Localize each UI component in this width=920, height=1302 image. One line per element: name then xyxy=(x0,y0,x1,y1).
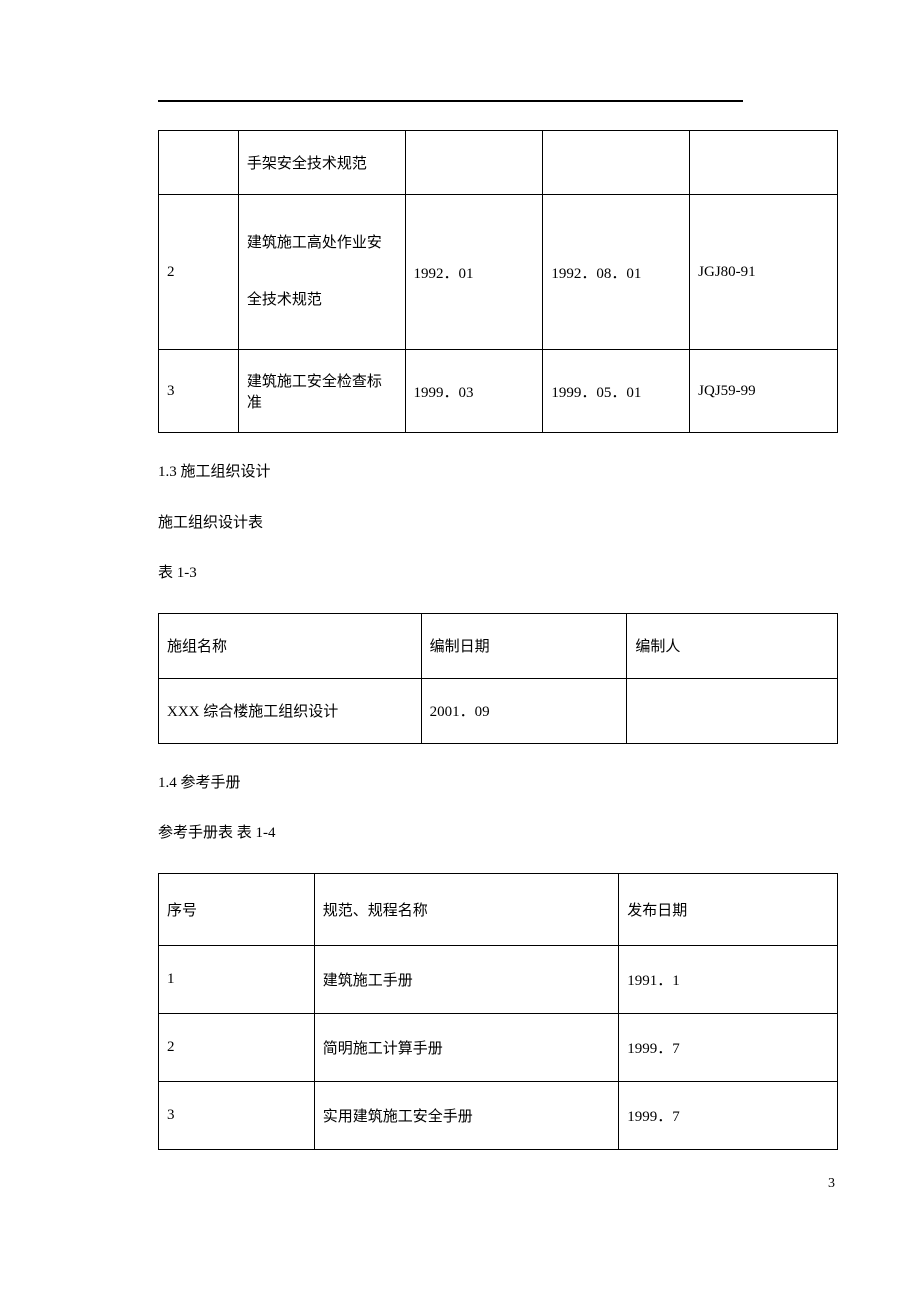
cell: 建筑施工手册 xyxy=(314,945,619,1013)
cell: 1999．7 xyxy=(619,1013,838,1081)
cell xyxy=(159,131,239,195)
table-row: 序号 规范、规程名称 发布日期 xyxy=(159,873,838,945)
cell: 建筑施工安全检查标准 xyxy=(238,350,405,433)
table-1-4-caption: 参考手册表 表 1-4 xyxy=(158,822,838,845)
cell: 发布日期 xyxy=(619,873,838,945)
section-1-3-subtitle: 施工组织设计表 xyxy=(158,512,838,535)
cell xyxy=(627,678,838,743)
cell: 2 xyxy=(159,195,239,350)
section-1-4-title: 1.4 参考手册 xyxy=(158,772,838,795)
table-row: 施组名称 编制日期 编制人 xyxy=(159,613,838,678)
cell: JQJ59-99 xyxy=(690,350,838,433)
table-row: 手架安全技术规范 xyxy=(159,131,838,195)
table-row: 3 实用建筑施工安全手册 1999．7 xyxy=(159,1081,838,1149)
cell: 1999．7 xyxy=(619,1081,838,1149)
page-number: 3 xyxy=(828,1176,835,1192)
table-1-3-caption: 表 1-3 xyxy=(158,562,838,585)
section-1-3-title: 1.3 施工组织设计 xyxy=(158,461,838,484)
top-horizontal-rule xyxy=(158,100,743,102)
cell: 简明施工计算手册 xyxy=(314,1013,619,1081)
cell: 1999．03 xyxy=(405,350,543,433)
cell: 手架安全技术规范 xyxy=(238,131,405,195)
table-row: 2 建筑施工高处作业安全技术规范 1992．01 1992．08．01 JGJ8… xyxy=(159,195,838,350)
cell: XXX 综合楼施工组织设计 xyxy=(159,678,422,743)
cell: 1992．01 xyxy=(405,195,543,350)
table-row: 1 建筑施工手册 1991．1 xyxy=(159,945,838,1013)
table-1-partial: 手架安全技术规范 2 建筑施工高处作业安全技术规范 1992．01 1992．0… xyxy=(158,130,838,433)
cell xyxy=(690,131,838,195)
table-row: 2 简明施工计算手册 1999．7 xyxy=(159,1013,838,1081)
cell: 3 xyxy=(159,350,239,433)
cell: 施组名称 xyxy=(159,613,422,678)
cell: 编制日期 xyxy=(421,613,627,678)
cell: 3 xyxy=(159,1081,315,1149)
cell: 编制人 xyxy=(627,613,838,678)
cell: 1 xyxy=(159,945,315,1013)
cell xyxy=(543,131,690,195)
cell: JGJ80-91 xyxy=(690,195,838,350)
table-row: 3 建筑施工安全检查标准 1999．03 1999．05．01 JQJ59-99 xyxy=(159,350,838,433)
cell: 实用建筑施工安全手册 xyxy=(314,1081,619,1149)
cell: 规范、规程名称 xyxy=(314,873,619,945)
cell: 2 xyxy=(159,1013,315,1081)
cell: 1991．1 xyxy=(619,945,838,1013)
table-1-3: 施组名称 编制日期 编制人 XXX 综合楼施工组织设计 2001．09 xyxy=(158,613,838,744)
cell: 建筑施工高处作业安全技术规范 xyxy=(238,195,405,350)
cell: 1999．05．01 xyxy=(543,350,690,433)
cell: 2001．09 xyxy=(421,678,627,743)
cell: 1992．08．01 xyxy=(543,195,690,350)
table-row: XXX 综合楼施工组织设计 2001．09 xyxy=(159,678,838,743)
cell: 序号 xyxy=(159,873,315,945)
table-1-4: 序号 规范、规程名称 发布日期 1 建筑施工手册 1991．1 2 简明施工计算… xyxy=(158,873,838,1150)
cell xyxy=(405,131,543,195)
